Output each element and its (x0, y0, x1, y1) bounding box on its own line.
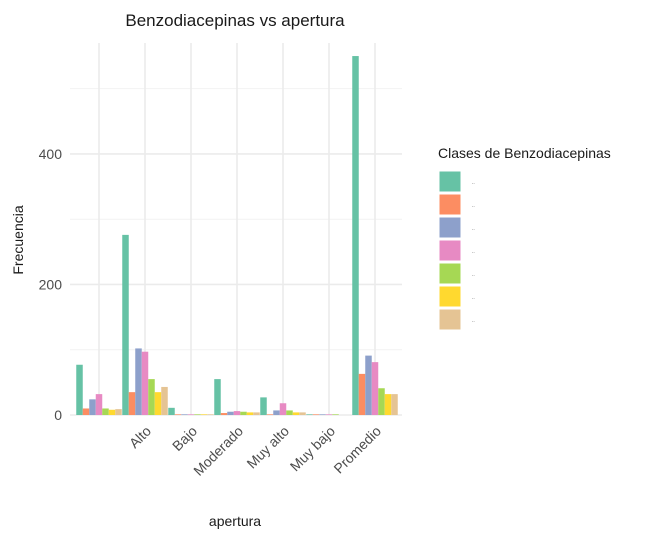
bar-6-blank (108, 409, 116, 415)
x-tick-label: Bajo (169, 423, 200, 454)
legend-swatch (438, 308, 462, 331)
legend-item: .. (438, 285, 475, 308)
bar-4-muy-alto (279, 403, 287, 415)
bar-1-blank (76, 364, 83, 415)
legend-item: .. (438, 239, 475, 262)
bar-5-muy-alto (286, 410, 293, 415)
legend-item: .. (438, 193, 475, 216)
bar-1-muy-bajo (306, 414, 313, 415)
bar-5-moderado (240, 411, 247, 415)
bar-4-alto (141, 351, 149, 415)
bar-7-promedio (391, 394, 398, 415)
y-tick-label: 200 (39, 276, 63, 292)
legend-swatch (438, 170, 462, 193)
legend-item: .. (438, 308, 475, 331)
bar-3-alto (135, 348, 142, 415)
bar-6-muy-alto (292, 412, 300, 415)
bar-3-muy-alto (273, 410, 280, 415)
legend-swatch (438, 193, 462, 216)
legend-label: .. (472, 180, 475, 186)
bar-1-alto (122, 234, 129, 415)
bar-1-promedio (352, 56, 359, 415)
bar-4-promedio (371, 362, 379, 415)
bar-7-muy-alto (299, 412, 306, 415)
bar-6-moderado (246, 412, 254, 415)
bar-3-blank (89, 399, 96, 415)
bar-7-blank (115, 409, 122, 415)
bar-2-moderado (220, 413, 228, 415)
legend-swatch (438, 285, 462, 308)
legend-label: .. (472, 226, 475, 232)
legend-swatch (438, 239, 462, 262)
legend-label: .. (472, 249, 475, 255)
x-tick-label: Alto (126, 423, 155, 452)
bar-7-moderado (253, 412, 260, 415)
legend-label: .. (472, 318, 475, 324)
y-tick-label: 0 (54, 407, 62, 423)
bar-5-alto (148, 379, 155, 415)
legend-title: Clases de Benzodiacepinas (438, 145, 611, 161)
bar-6-alto (154, 392, 162, 415)
bar-2-muy-alto (266, 414, 274, 415)
legend: Clases de Benzodiacepinas .............. (438, 145, 611, 331)
bar-2-blank (82, 408, 90, 415)
bar-1-moderado (214, 379, 221, 415)
legend-item: .. (438, 262, 475, 285)
x-tick-label: Muy alto (243, 423, 292, 472)
bar-2-bajo (174, 414, 182, 415)
x-axis-title: apertura (209, 513, 261, 529)
bar-2-promedio (358, 373, 366, 415)
bar-4-bajo (187, 414, 195, 415)
y-axis-title: Frecuencia (10, 205, 26, 274)
bar-3-promedio (365, 355, 372, 415)
bar-3-moderado (227, 411, 234, 415)
legend-label: .. (472, 203, 475, 209)
x-tick-label: Moderado (190, 423, 246, 479)
bar-7-bajo (207, 414, 214, 415)
x-tick-label: Promedio (330, 423, 384, 477)
bar-5-bajo (194, 414, 201, 415)
bar-5-promedio (378, 388, 385, 415)
bar-4-muy-bajo (325, 414, 333, 415)
legend-swatch (438, 216, 462, 239)
bar-7-alto (161, 386, 168, 415)
bar-3-bajo (181, 414, 188, 415)
bar-6-bajo (200, 414, 208, 415)
bar-5-blank (102, 408, 109, 415)
chart-title: Benzodiacepinas vs apertura (125, 11, 345, 30)
bar-6-promedio (384, 394, 392, 415)
bar-1-muy-alto (260, 397, 267, 415)
bar-2-alto (128, 392, 136, 415)
legend-label: .. (472, 272, 475, 278)
bar-5-muy-bajo (332, 414, 339, 415)
bar-1-bajo (168, 407, 175, 415)
legend-item: .. (438, 216, 475, 239)
y-tick-label: 400 (39, 146, 63, 162)
legend-label: .. (472, 295, 475, 301)
bar-3-muy-bajo (319, 414, 326, 415)
legend-swatch (438, 262, 462, 285)
bar-4-blank (95, 394, 103, 415)
bar-4-moderado (233, 411, 241, 415)
bar-2-muy-bajo (312, 414, 320, 415)
legend-item: .. (438, 170, 475, 193)
